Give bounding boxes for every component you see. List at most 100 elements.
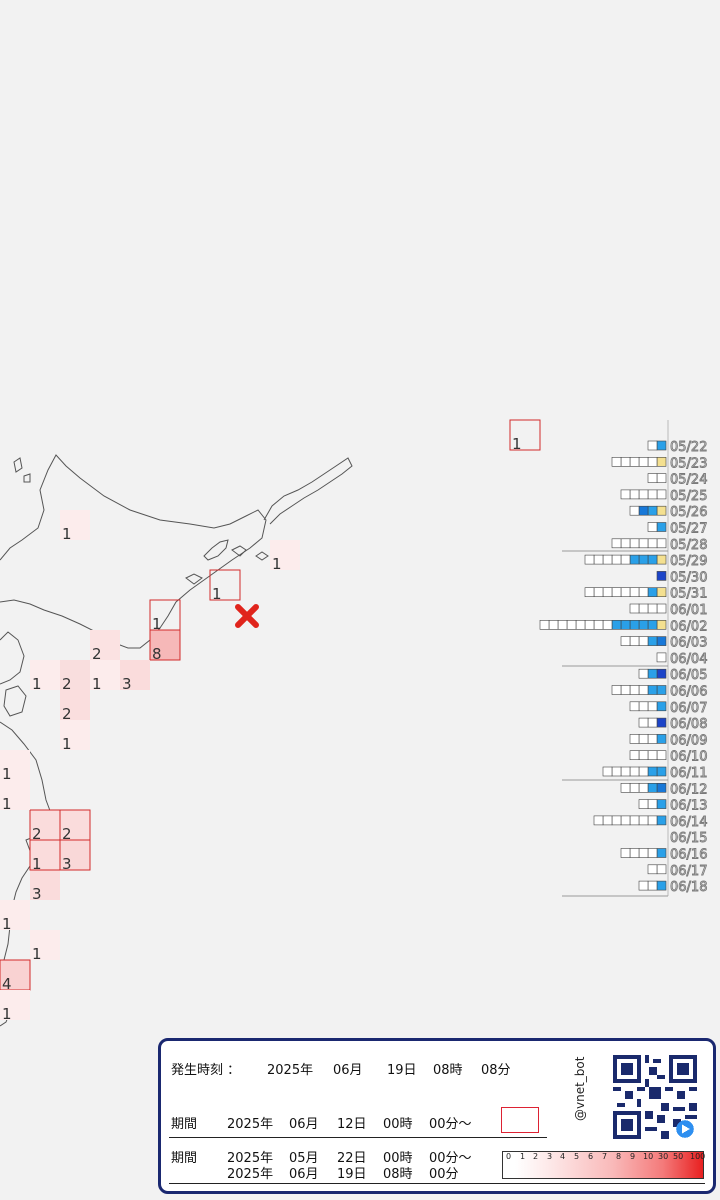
period2-end-year: 2025年 xyxy=(227,1167,274,1182)
occurrence-hour: 08時 xyxy=(433,1063,463,1078)
daily-count-row: 05/23 xyxy=(611,456,708,472)
daily-count-date: 06/01 xyxy=(670,603,707,618)
daily-count-segment xyxy=(647,636,658,646)
grid-cell: 1 xyxy=(0,780,30,813)
daily-count-segment xyxy=(647,701,658,712)
grid-cell: 1 xyxy=(30,930,60,963)
grid-cell: 1 xyxy=(209,569,241,603)
grid-cell: 1 xyxy=(509,419,541,453)
daily-count-segment xyxy=(638,701,649,712)
daily-count-segment xyxy=(638,734,649,744)
daily-count-segment xyxy=(593,619,604,630)
daily-count-segment xyxy=(656,456,667,467)
daily-count-segment xyxy=(647,619,658,630)
grid-cell: 1 xyxy=(30,660,60,693)
grid-cell-box xyxy=(60,720,90,750)
occurrence-minute: 08分 xyxy=(481,1063,511,1078)
daily-count-segment xyxy=(629,587,640,598)
grid-cell-count: 3 xyxy=(122,675,132,693)
daily-count-segment xyxy=(647,685,658,695)
daily-count-segment xyxy=(656,815,667,826)
daily-count-segment xyxy=(647,489,658,500)
period2-end-month: 06月 xyxy=(289,1167,319,1182)
grid-cell-box xyxy=(90,630,120,660)
daily-count-segment xyxy=(629,538,640,549)
grid-cell: 8 xyxy=(149,629,181,663)
daily-count-segment xyxy=(656,668,667,679)
daily-count-segment xyxy=(620,489,631,500)
daily-count-segment xyxy=(584,619,595,630)
grid-cell-count: 4 xyxy=(2,975,12,993)
daily-count-segment xyxy=(647,587,658,598)
grid-cell: 1 xyxy=(0,990,30,1023)
scale-tick-label: 50 xyxy=(673,1152,684,1161)
daily-count-segment xyxy=(638,554,649,565)
daily-count-segment xyxy=(656,505,667,516)
qr-code-icon xyxy=(613,1055,697,1139)
daily-count-segment xyxy=(647,603,658,614)
scale-tick-label: 1 xyxy=(520,1152,526,1161)
period1-hour: 00時 xyxy=(383,1117,413,1132)
scale-tick-label: 100 xyxy=(690,1152,706,1161)
daily-count-segment xyxy=(647,554,658,565)
daily-count-segment xyxy=(629,489,640,500)
daily-count-row: 06/06 xyxy=(611,684,708,700)
daily-count-date: 06/08 xyxy=(670,717,707,732)
daily-count-segment xyxy=(629,815,640,826)
grid-cell: 3 xyxy=(59,839,91,873)
daily-count-date: 05/26 xyxy=(670,505,707,520)
period2-start-month: 05月 xyxy=(289,1151,319,1166)
daily-count-row: 05/27 xyxy=(647,521,708,537)
grid-cell-box xyxy=(509,419,541,451)
grid-cell-box xyxy=(120,660,150,690)
grid-cell: 1 xyxy=(60,510,90,543)
daily-count-segment xyxy=(620,538,631,549)
daily-count-date: 06/02 xyxy=(670,619,707,634)
occurrence-year: 2025年 xyxy=(267,1063,314,1078)
daily-count-segment xyxy=(647,668,658,679)
daily-count-segment xyxy=(557,619,568,630)
daily-count-segment xyxy=(620,619,631,630)
daily-count-segment xyxy=(638,538,649,549)
scale-tick-label: 0 xyxy=(506,1152,512,1161)
daily-count-segment xyxy=(602,587,613,598)
daily-count-segment xyxy=(611,619,622,630)
scale-tick-label: 4 xyxy=(560,1152,566,1161)
highlight-legend-swatch xyxy=(501,1107,539,1133)
scale-tick-label: 3 xyxy=(547,1152,553,1161)
daily-count-segment xyxy=(584,554,595,565)
daily-count-segment xyxy=(638,685,649,695)
daily-count-segment xyxy=(629,685,640,695)
grid-cell: 1 xyxy=(149,599,181,633)
daily-count-segment xyxy=(647,717,658,728)
daily-count-segment xyxy=(647,750,658,761)
info-panel: 発生時刻 ： 2025年 06月 19日 08時 08分 期間 2025年 06… xyxy=(158,1038,716,1194)
daily-count-segment xyxy=(620,685,631,695)
daily-count-row: 06/18 xyxy=(638,880,708,896)
period2-start-day: 22日 xyxy=(337,1151,367,1166)
daily-count-row: 05/30 xyxy=(656,570,708,586)
grid-cell: 1 xyxy=(0,900,30,933)
daily-count-segment xyxy=(539,619,550,630)
grid-cell-count: 1 xyxy=(2,765,12,783)
daily-count-row: 06/08 xyxy=(638,717,708,733)
daily-count-segment xyxy=(638,636,649,646)
daily-count-date: 06/16 xyxy=(670,848,707,863)
grid-cell-count: 2 xyxy=(62,825,72,843)
daily-count-segment xyxy=(656,766,667,777)
daily-count-segment xyxy=(647,538,658,549)
grid-cell: 3 xyxy=(120,660,150,693)
daily-count-date: 06/09 xyxy=(670,733,707,748)
daily-count-date: 05/30 xyxy=(670,570,707,585)
grid-cell-box xyxy=(0,959,31,991)
daily-count-date: 06/11 xyxy=(670,766,707,781)
daily-count-segment xyxy=(638,587,649,598)
daily-count-segment xyxy=(647,456,658,467)
grid-cell-box xyxy=(149,629,181,661)
daily-count-row: 06/11 xyxy=(602,766,708,781)
period2-start-hour: 00時 xyxy=(383,1151,413,1166)
daily-count-segment xyxy=(602,619,613,630)
daily-count-segment xyxy=(584,587,595,598)
daily-count-segment xyxy=(620,587,631,598)
daily-count-segment xyxy=(638,880,649,891)
